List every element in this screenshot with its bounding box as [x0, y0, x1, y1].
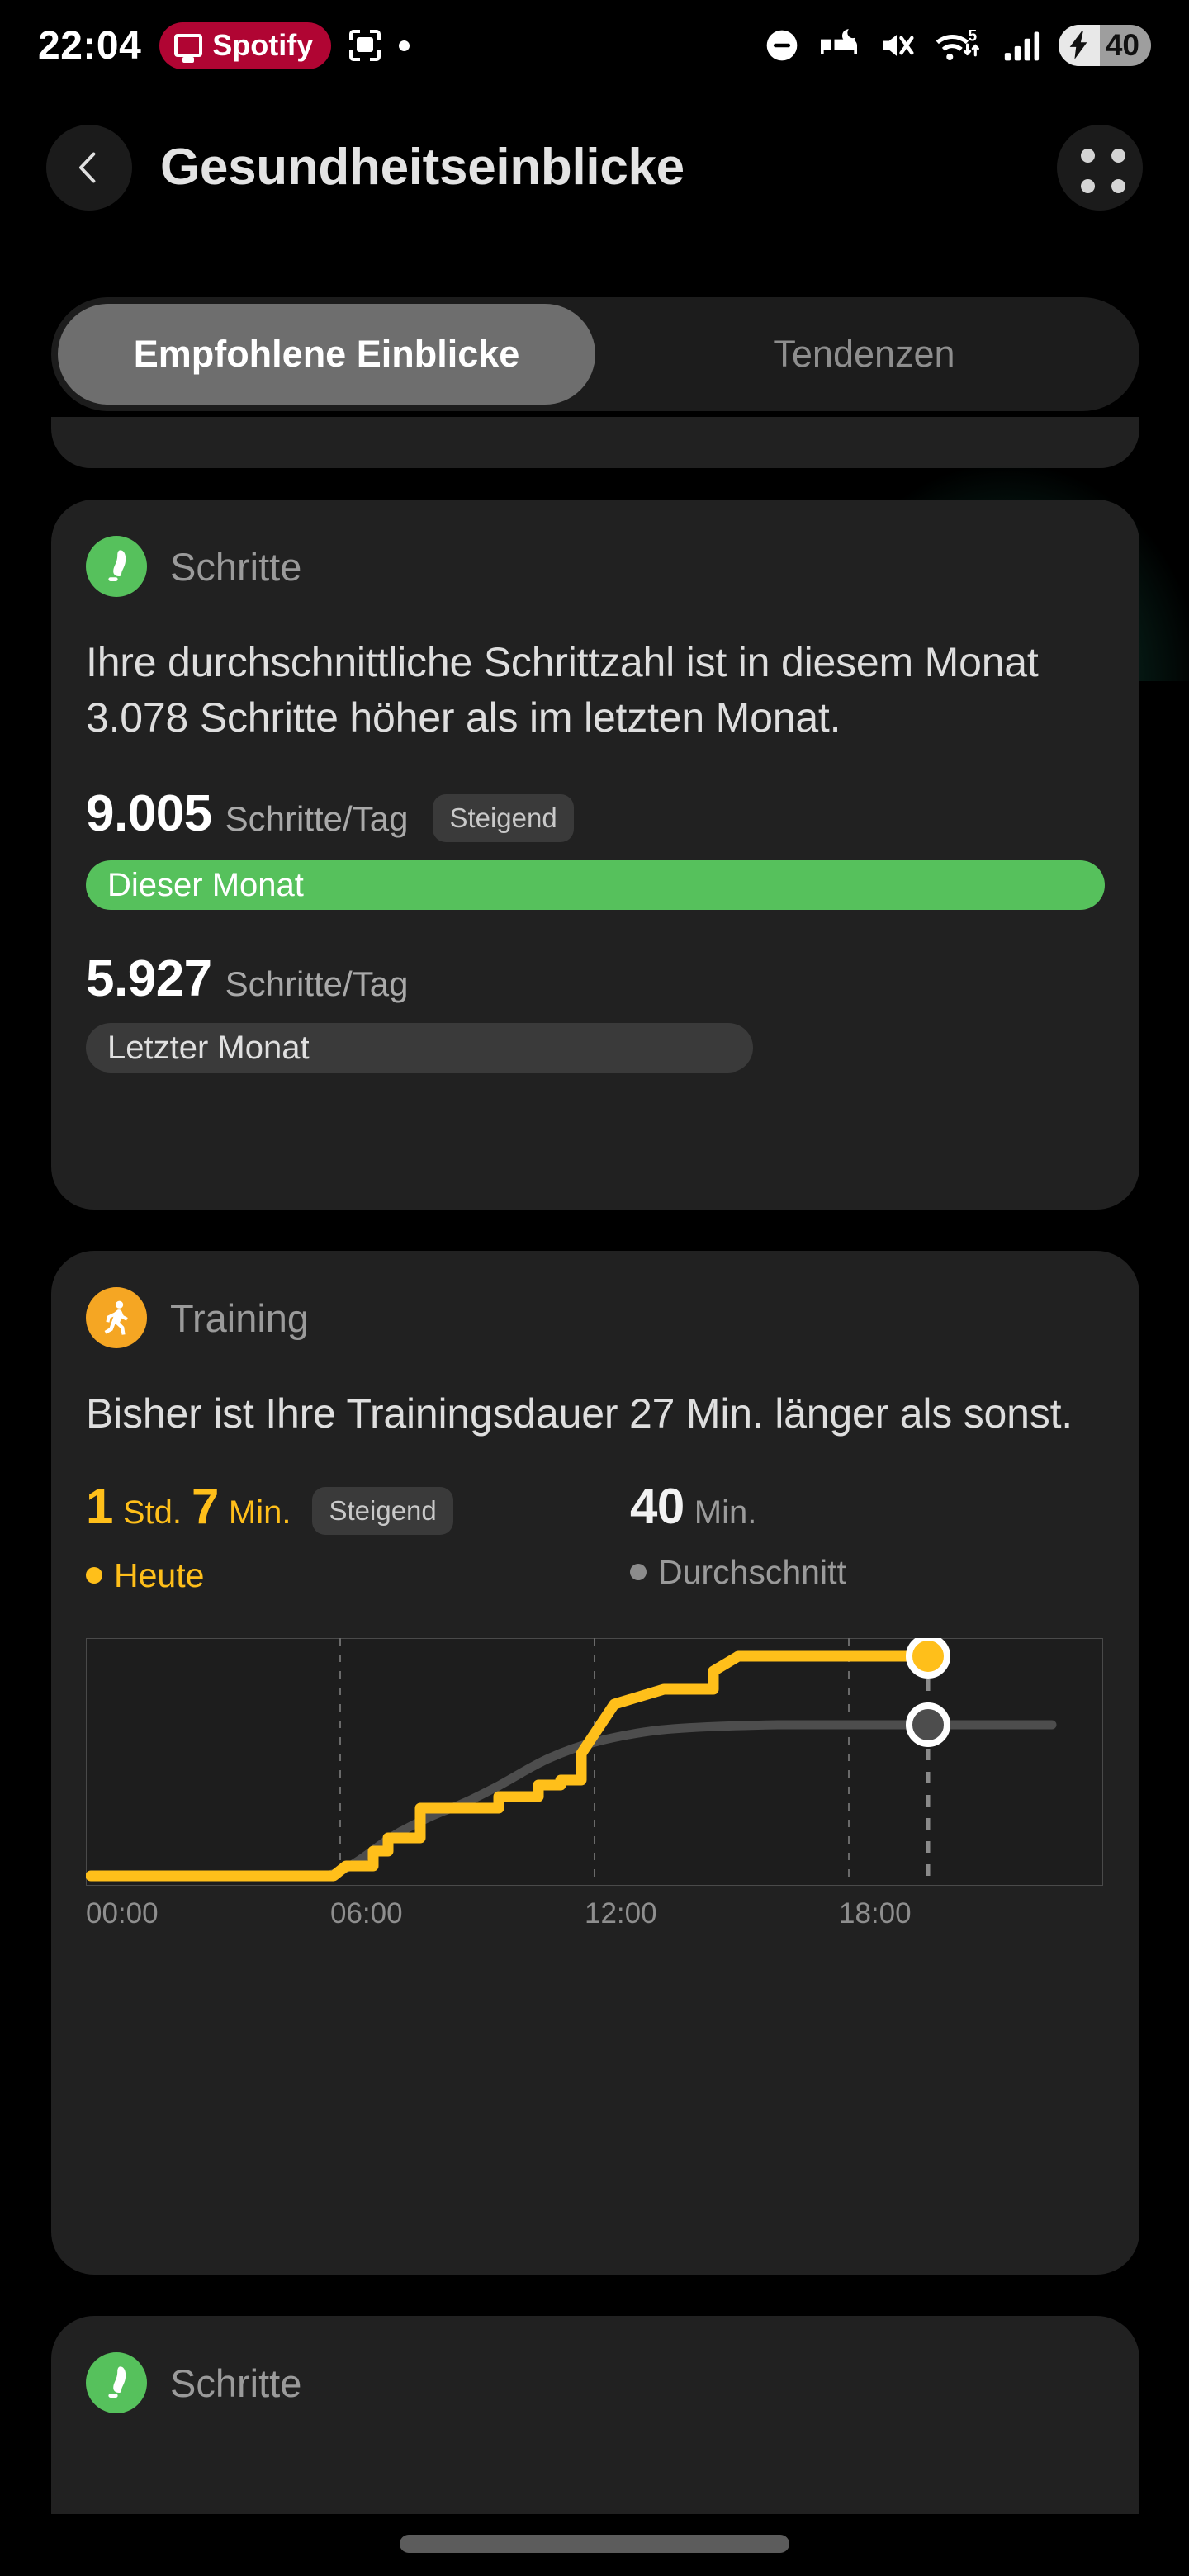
bar-this-month: Dieser Monat [86, 860, 1105, 910]
chart-line-today [86, 1650, 934, 1881]
legend-dot-today-icon [86, 1567, 102, 1584]
workout-today-value: 1 Std. 7 Min. Steigend [86, 1478, 595, 1538]
home-indicator-bar[interactable] [400, 2535, 789, 2553]
workout-today-column: 1 Std. 7 Min. Steigend Heute [86, 1478, 595, 1595]
stat-value: 9.005 [86, 785, 212, 842]
screenshot-capture-icon[interactable] [349, 30, 381, 61]
card-header: Schritte [86, 2352, 1105, 2413]
bar-last-month: Letzter Monat [86, 1023, 754, 1073]
do-not-disturb-icon [766, 30, 798, 61]
stat-row-last-month: 5.927 Schritte/Tag [86, 949, 1105, 1008]
status-bar-left: 22:04 Spotify [38, 21, 410, 69]
stat-unit: Schritte/Tag [225, 799, 409, 838]
footprint-icon [86, 536, 147, 597]
insight-card-workout[interactable]: Training Bisher ist Ihre Trainingsdauer … [51, 1251, 1139, 2275]
legend-average: Durchschnitt [630, 1553, 1105, 1592]
chart-marker-today [906, 1637, 950, 1679]
today-hours-unit: Std. [122, 1494, 182, 1531]
battery-indicator: 40 [1058, 25, 1151, 66]
insights-scroll-area[interactable]: Schritte Ihre durchschnittliche Schrittz… [0, 417, 1189, 2514]
workout-average-value: 40 Min. [630, 1478, 1105, 1535]
trend-badge: Steigend [433, 794, 574, 842]
today-minutes-unit: Min. [228, 1494, 291, 1531]
status-bar-right: 5 40 [764, 25, 1151, 66]
workout-stats-row: 1 Std. 7 Min. Steigend Heute 40 Min. [86, 1478, 1105, 1595]
legend-label-average: Durchschnitt [658, 1552, 846, 1591]
card-message: Ihre durchschnittliche Schrittzahl ist i… [86, 639, 1039, 741]
card-header: Schritte [86, 536, 1105, 597]
insight-card-steps[interactable]: Schritte Ihre durchschnittliche Schrittz… [51, 500, 1139, 1210]
page-title: Gesundheitseinblicke [160, 139, 685, 196]
stat-unit: Schritte/Tag [225, 964, 409, 1003]
four-dots-menu-icon [1081, 148, 1125, 193]
x-tick-3: 18:00 [839, 1896, 912, 1930]
running-person-icon [86, 1287, 147, 1348]
stat-row-this-month: 9.005 Schritte/Tag Steigend [86, 784, 1105, 845]
back-button[interactable] [46, 124, 132, 211]
workout-duration-chart[interactable]: 00:00 06:00 12:00 18:00 [86, 1637, 1105, 1935]
stat-value: 5.927 [86, 950, 212, 1007]
x-tick-2: 12:00 [585, 1896, 657, 1930]
today-minutes: 7 [192, 1478, 219, 1534]
wifi-5-icon: 5 [936, 27, 979, 61]
insight-card-steps-next[interactable]: Schritte [51, 2316, 1139, 2514]
today-hours: 1 [86, 1478, 113, 1534]
average-value: 40 [630, 1478, 685, 1534]
bedtime-mode-icon [820, 29, 857, 54]
cast-screen-icon [174, 33, 203, 57]
chart-canvas [86, 1637, 1103, 1886]
footprint-icon [86, 2352, 147, 2413]
tab-bar: Empfohlene Einblicke Tendenzen [51, 297, 1139, 411]
legend-dot-average-icon [630, 1564, 647, 1580]
back-chevron-icon [78, 152, 96, 182]
app-bar: Gesundheitseinblicke [0, 107, 1189, 227]
media-session-label: Spotify [212, 27, 314, 62]
card-category-label: Schritte [170, 544, 302, 589]
card-category-label: Schritte [170, 2361, 302, 2405]
battery-charging-icon [1058, 25, 1100, 66]
average-unit: Min. [694, 1494, 757, 1531]
legend-label-today: Heute [114, 1556, 205, 1594]
mute-icon [883, 35, 914, 56]
tab-trends[interactable]: Tendenzen [773, 333, 955, 375]
more-options-button[interactable] [1057, 124, 1143, 211]
bar-label: Dieser Monat [107, 866, 304, 903]
x-tick-0: 00:00 [86, 1896, 159, 1930]
media-session-chip[interactable]: Spotify [159, 21, 332, 69]
recording-dot-icon [399, 40, 410, 51]
workout-average-column: 40 Min. Durchschnitt [595, 1478, 1105, 1595]
status-bar: 22:04 Spotify [0, 0, 1189, 91]
legend-today: Heute [86, 1556, 595, 1595]
tab-recommended-insights[interactable]: Empfohlene Einblicke [58, 304, 595, 405]
svg-text:5: 5 [968, 27, 977, 45]
battery-percent: 40 [1105, 28, 1139, 62]
chart-plot-area [86, 1637, 1103, 1886]
card-category-label: Training [170, 1295, 310, 1340]
status-bar-clock: 22:04 [38, 23, 142, 68]
card-message: Bisher ist Ihre Trainingsdauer 27 Min. l… [86, 1390, 1073, 1437]
x-tick-1: 06:00 [330, 1896, 403, 1930]
chart-x-axis: 00:00 06:00 12:00 18:00 [86, 1897, 1105, 1935]
cellular-signal-icon [1004, 31, 1039, 61]
chart-marker-average [906, 1702, 950, 1747]
previous-card-peek[interactable] [51, 417, 1139, 468]
card-header: Training [86, 1287, 1105, 1348]
bar-label: Letzter Monat [107, 1029, 310, 1066]
trend-badge: Steigend [312, 1486, 453, 1535]
